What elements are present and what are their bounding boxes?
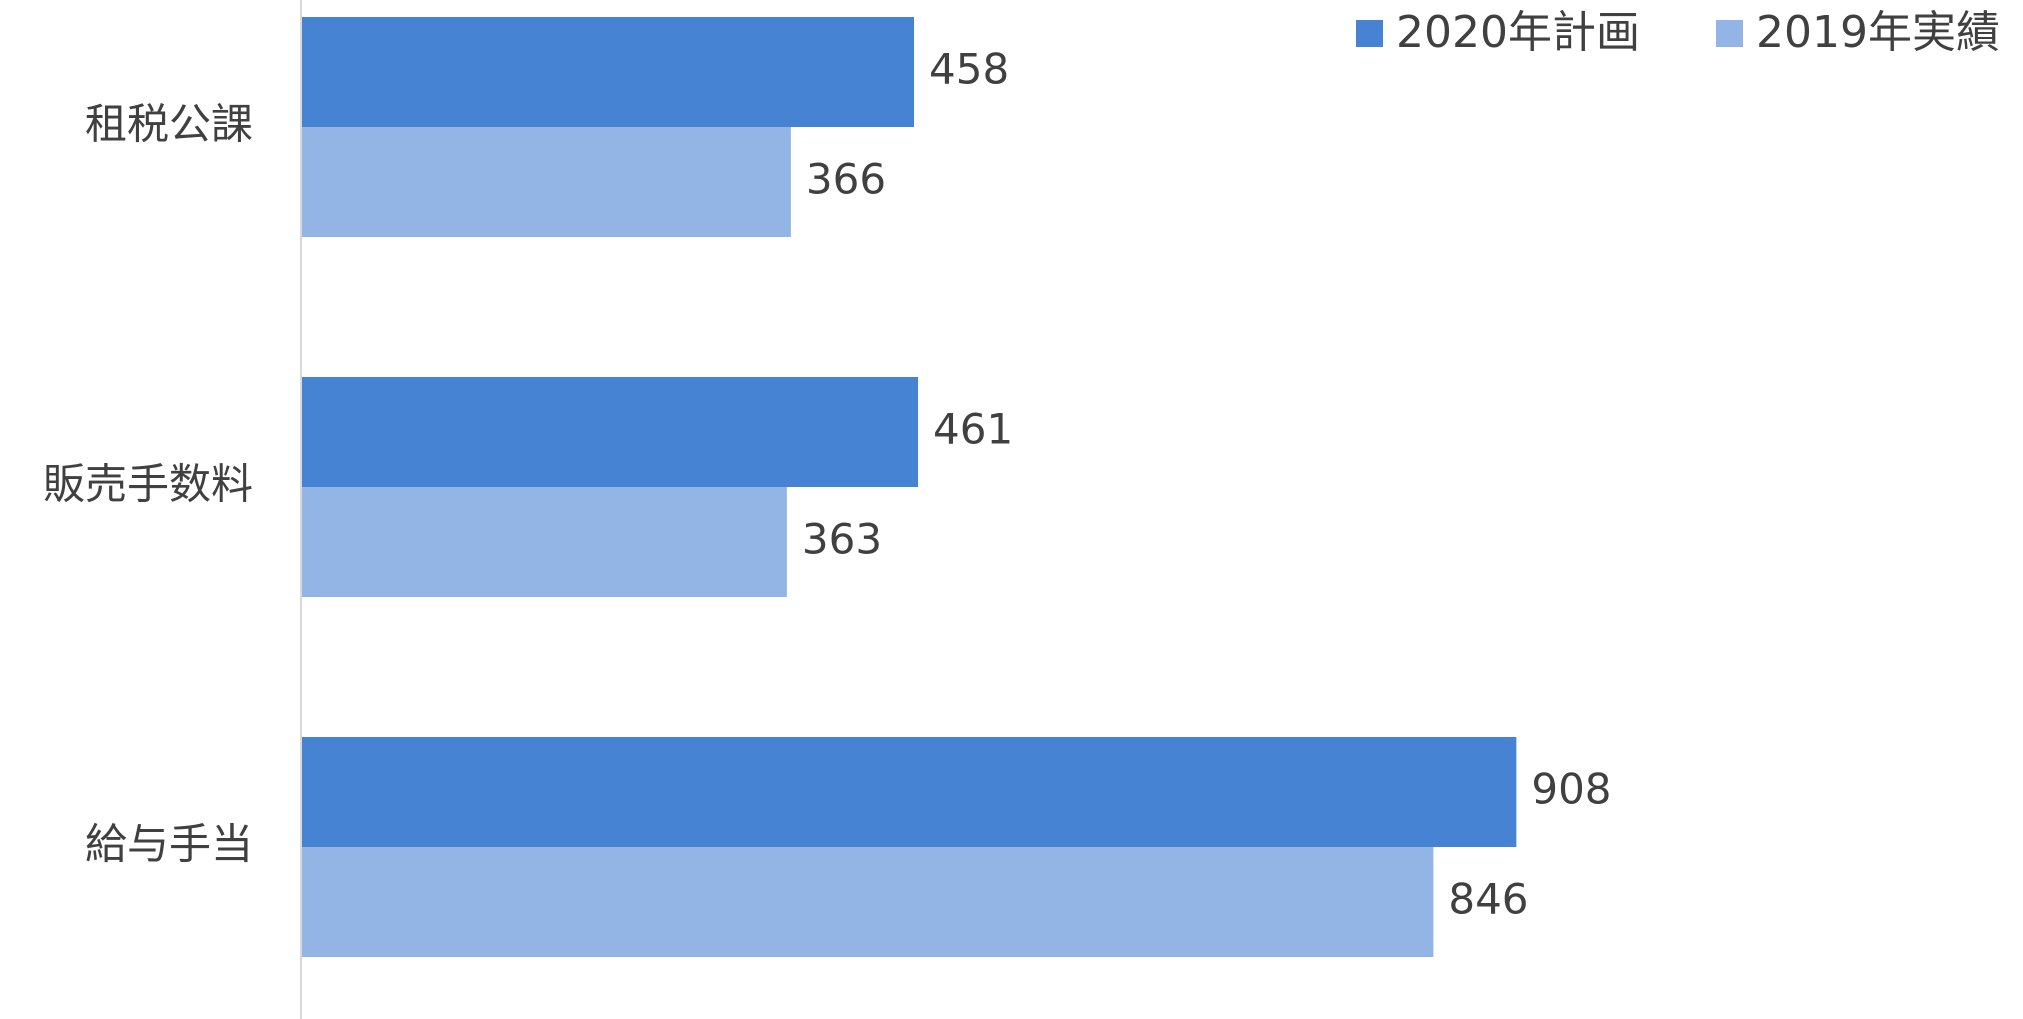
legend-label-series-2020-plan: 2020年計画 bbox=[1396, 7, 1640, 58]
category-label-tax-dues: 租税公課 bbox=[85, 100, 253, 149]
legend-swatch-series-2019-actual bbox=[1716, 20, 1743, 47]
data-label-series-2019-actual-sales-commission: 363 bbox=[802, 515, 882, 564]
bar-series-2020-plan-salary-allowance bbox=[301, 737, 1517, 847]
data-label-series-2019-actual-tax-dues: 366 bbox=[806, 155, 886, 204]
legend-label-series-2019-actual: 2019年実績 bbox=[1756, 7, 2000, 58]
bar-series-2019-actual-tax-dues bbox=[301, 127, 791, 237]
data-label-series-2020-plan-sales-commission: 461 bbox=[933, 405, 1013, 454]
bar-series-2020-plan-sales-commission bbox=[301, 377, 919, 487]
data-labels-group: 458 366 461 363 908 846 bbox=[802, 45, 1612, 924]
legend-swatch-series-2020-plan bbox=[1356, 20, 1383, 47]
bar-series-2019-actual-sales-commission bbox=[301, 487, 787, 597]
data-label-series-2020-plan-salary-allowance: 908 bbox=[1531, 765, 1611, 814]
category-label-sales-commission: 販売手数料 bbox=[43, 460, 253, 509]
category-label-salary-allowance: 給与手当 bbox=[85, 820, 253, 869]
bar-series-2020-plan-tax-dues bbox=[301, 17, 915, 127]
legend: 2020年計画 2019年実績 bbox=[1356, 7, 2000, 58]
data-label-series-2020-plan-tax-dues: 458 bbox=[929, 45, 1009, 94]
bars-group bbox=[301, 17, 1517, 957]
bar-series-2019-actual-salary-allowance bbox=[301, 847, 1434, 957]
data-label-series-2019-actual-salary-allowance: 846 bbox=[1448, 875, 1528, 924]
